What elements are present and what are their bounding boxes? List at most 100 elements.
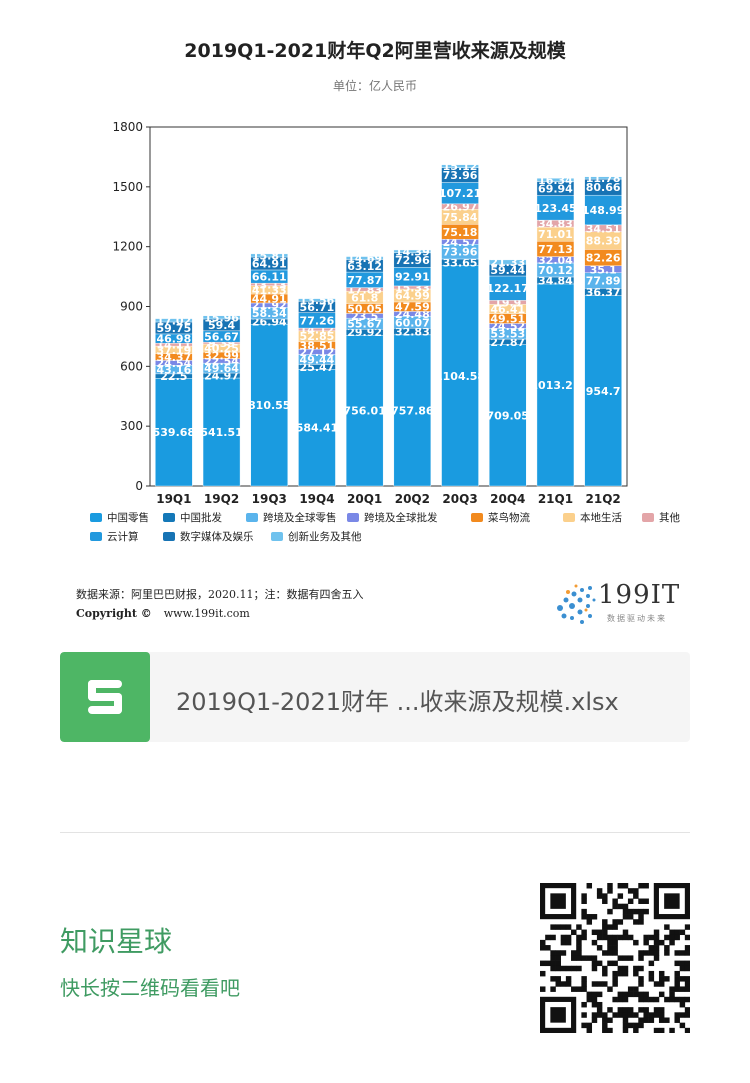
chart-title: 2019Q1-2021财年Q2阿里营收来源及规模: [184, 40, 566, 62]
data-label: 59.75: [156, 322, 191, 335]
data-label: 49.64: [204, 362, 239, 375]
data-label: 15.12: [443, 160, 478, 173]
bar-segment: [155, 378, 193, 487]
legend-label: 中国批发: [180, 511, 222, 524]
data-label: 14.69: [347, 252, 382, 265]
spreadsheet-s-icon: [60, 652, 150, 742]
x-tick-label: 21Q2: [586, 492, 621, 506]
bar-segment: [584, 194, 622, 226]
data-label: 77.89: [586, 275, 621, 288]
legend-label: 本地生活: [580, 511, 622, 524]
data-label: 107.21: [439, 187, 481, 200]
data-label: 29.92: [347, 326, 382, 339]
brand-name: 199IT: [598, 580, 681, 610]
data-label: 15.96: [204, 311, 239, 324]
data-label: 70.12: [538, 264, 573, 277]
y-tick-label: 1800: [112, 120, 143, 134]
data-label: 38.51: [300, 339, 335, 352]
data-label: 82.26: [586, 252, 621, 265]
website-link[interactable]: www.199it.com: [163, 607, 250, 620]
legend-swatch: [347, 513, 359, 522]
data-label: 63.12: [347, 260, 382, 273]
bar-segment: [250, 253, 288, 258]
data-label: 59.4: [208, 319, 235, 332]
data-label: 539.68: [153, 426, 195, 439]
x-tick-label: 20Q1: [347, 492, 382, 506]
data-label: 541.51: [200, 426, 242, 439]
data-label: 60.07: [395, 316, 430, 329]
data-label: 40.25: [204, 342, 239, 355]
data-label: 58.34: [252, 307, 287, 320]
data-label: 41.33: [252, 284, 287, 297]
data-label: 584.41: [296, 422, 338, 435]
bar-segment: [584, 176, 622, 180]
promo-title: 知识星球: [60, 925, 173, 958]
bar-segment: [489, 275, 527, 301]
x-tick-label: 19Q4: [299, 492, 334, 506]
qr-code-icon[interactable]: [540, 883, 690, 1033]
copyright-line: Copyright © www.199it.com: [76, 607, 250, 620]
data-label: 16.34: [538, 174, 573, 187]
data-label: 148.99: [582, 204, 624, 217]
data-label: 35.1: [590, 263, 617, 276]
bar-segment: [298, 298, 336, 302]
bar-segment: [345, 256, 384, 260]
legend-swatch: [563, 513, 575, 522]
bar-segment: [441, 265, 479, 487]
data-label: 954.7: [586, 385, 621, 398]
data-label: 810.55: [248, 399, 290, 412]
data-label: 13.56: [300, 294, 335, 307]
legend-label: 菜鸟物流: [488, 511, 530, 524]
section-divider: [60, 832, 690, 833]
y-tick-label: 900: [120, 300, 143, 314]
data-label: 11.78: [586, 172, 621, 185]
data-label: 757.86: [391, 404, 434, 417]
data-label: 709.05: [487, 409, 529, 422]
x-tick-label: 19Q3: [252, 492, 287, 506]
x-tick-label: 20Q3: [442, 492, 477, 506]
legend-swatch: [271, 532, 283, 541]
x-tick-label: 19Q1: [156, 492, 191, 506]
data-label: 56.67: [204, 330, 239, 343]
y-tick-label: 0: [135, 479, 143, 493]
data-label: 49.51: [490, 313, 525, 326]
bar-segment: [250, 324, 288, 487]
data-label: 44.91: [252, 292, 287, 305]
legend-swatch: [163, 532, 175, 541]
data-source-note: 数据来源：阿里巴巴财报，2020.11；注：数据有四舍五入: [76, 588, 364, 601]
data-label: 52.85: [300, 330, 335, 343]
data-label: 92.91: [395, 271, 430, 284]
brand-dots-logo-icon: [557, 584, 596, 624]
legend-swatch: [90, 513, 102, 522]
bar-segment: [393, 249, 432, 254]
data-label: 15.81: [252, 249, 287, 262]
legend-swatch: [471, 513, 483, 522]
data-label: 59.44: [490, 264, 525, 277]
y-tick-label: 300: [120, 419, 143, 433]
y-tick-label: 1500: [112, 180, 143, 194]
data-label: 1013.21: [530, 379, 580, 392]
data-label: 32.83: [395, 326, 430, 339]
data-label: 34.51: [586, 222, 621, 235]
data-label: 77.87: [347, 274, 382, 287]
data-label: 32.04: [538, 254, 573, 267]
attachment-card[interactable]: 2019Q1-2021财年 ...收来源及规模.xlsx: [60, 652, 690, 742]
data-label: 73.96: [443, 169, 478, 182]
data-label: 36.37: [586, 286, 621, 299]
y-tick-label: 1200: [112, 240, 143, 254]
data-label: 46.98: [156, 333, 191, 346]
data-label: 33.65: [443, 256, 478, 269]
data-label: 34.84: [538, 274, 573, 287]
data-label: 46.41: [490, 303, 525, 316]
data-label: 49.44: [300, 353, 335, 366]
legend-swatch: [90, 532, 102, 541]
bar-segment: [155, 318, 193, 323]
bar-segment: [489, 259, 527, 265]
data-label: 69.94: [538, 183, 573, 196]
data-label: 32.99: [204, 349, 239, 362]
data-label: 80.66: [586, 181, 621, 194]
data-label: 123.45: [534, 202, 576, 215]
data-label: 756.01: [343, 405, 385, 418]
data-label: 34.37: [156, 351, 191, 364]
attachment-filename: 2019Q1-2021财年 ...收来源及规模.xlsx: [176, 688, 619, 716]
